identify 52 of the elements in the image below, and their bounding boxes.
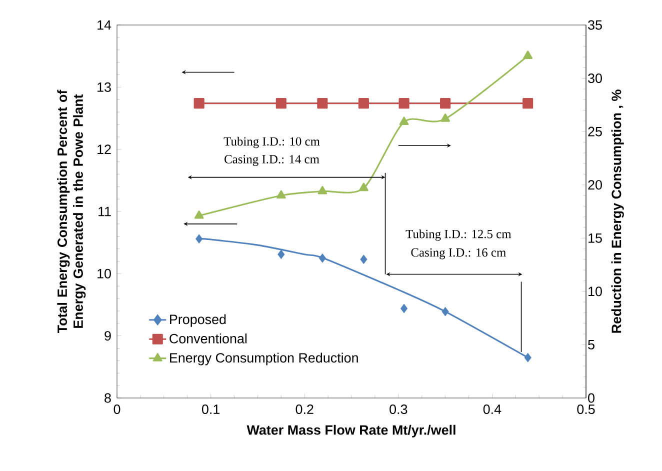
point [194, 98, 204, 109]
x-axis-title: Water Mass Flow Rate Mt/yr./well [246, 424, 456, 438]
point [399, 116, 409, 126]
point [442, 306, 449, 316]
point [398, 98, 410, 109]
y-tick-label: 14 [98, 20, 112, 30]
legend-label: Energy Consumption Reduction [170, 352, 358, 366]
point [400, 304, 408, 314]
x-tick-label: 0.5 [577, 404, 595, 414]
y2-tick-label: 15 [588, 233, 602, 243]
x-tick-label: 0 [114, 404, 120, 414]
point [358, 98, 369, 109]
y2-tick-label: 10 [588, 286, 602, 296]
y-tick-label: 13 [98, 82, 111, 92]
annotation: Casing I.D.: 16 cm [411, 248, 506, 260]
annotation: Tubing I.D.: 12.5 cm [406, 229, 512, 241]
annotation: Tubing I.D.: 10 cm [224, 136, 320, 148]
point [523, 50, 533, 59]
y2-tick-label: 20 [588, 180, 602, 190]
y2-tick-label: 35 [588, 20, 602, 30]
point [276, 98, 286, 109]
y-tick-label: 10 [98, 268, 111, 278]
point [276, 190, 286, 199]
y-tick-label: 11 [98, 206, 111, 216]
y-tick-label: 9 [104, 331, 111, 341]
point [360, 254, 368, 264]
y2-tick-label: 0 [588, 393, 594, 403]
legend-label: Proposed [170, 314, 226, 327]
point [522, 98, 534, 109]
point [524, 352, 532, 362]
point [317, 98, 328, 109]
point [278, 250, 285, 260]
y2-tick-label: 5 [588, 340, 594, 350]
x-tick-label: 0.3 [390, 404, 408, 414]
x-tick-label: 0.4 [483, 404, 502, 414]
y-tick-label: 12 [98, 144, 111, 154]
y-axis-title: Total Energy Consumption Percent of Energy Generated in the Powe Plant [57, 90, 86, 334]
point [196, 234, 203, 244]
point [440, 98, 451, 109]
point [318, 253, 326, 263]
x-tick-label: 0.1 [202, 404, 220, 414]
point [194, 210, 204, 219]
point [318, 186, 328, 194]
legend-label: Conventional [170, 334, 247, 344]
y-tick-label: 8 [104, 393, 111, 403]
y2-axis-title: Reduction in Energy Consumption , % [611, 90, 624, 333]
annotation: Casing I.D.: 14 cm [224, 155, 320, 166]
point [440, 113, 450, 122]
y2-tick-label: 25 [588, 126, 602, 136]
point [359, 182, 368, 192]
y2-tick-label: 30 [588, 74, 602, 84]
x-tick-label: 0.2 [296, 404, 314, 414]
